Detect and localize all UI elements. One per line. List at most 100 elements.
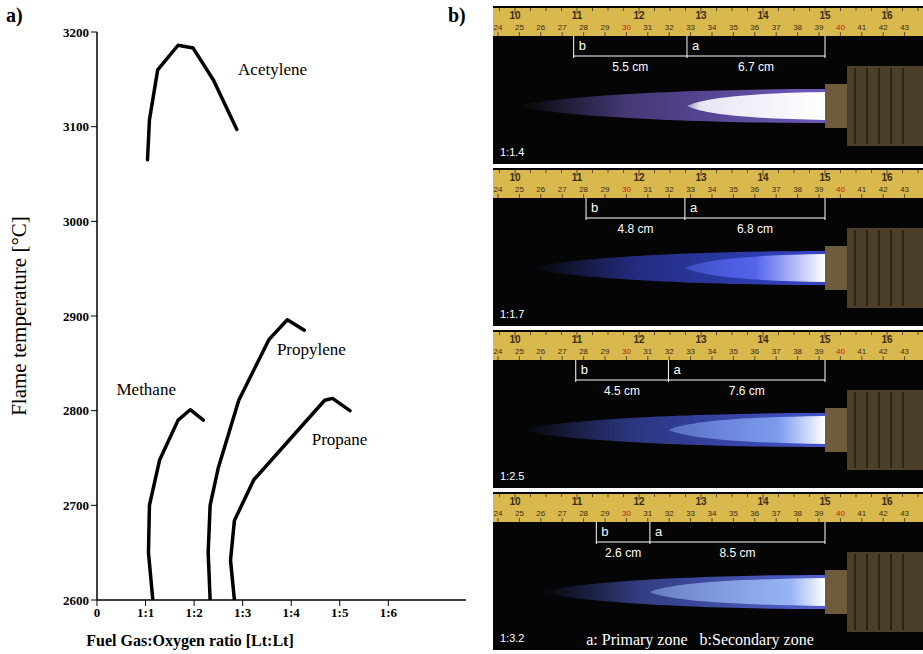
svg-text:41: 41 — [857, 185, 866, 194]
svg-text:37: 37 — [772, 509, 781, 518]
svg-text:35: 35 — [729, 185, 738, 194]
svg-text:25: 25 — [515, 509, 524, 518]
svg-text:6.7 cm: 6.7 cm — [738, 60, 774, 74]
svg-text:26: 26 — [536, 509, 545, 518]
svg-text:b: b — [581, 362, 588, 377]
svg-text:41: 41 — [857, 347, 866, 356]
svg-text:1:1.4: 1:1.4 — [500, 146, 524, 158]
svg-text:7.6 cm: 7.6 cm — [729, 384, 765, 398]
svg-text:Methane: Methane — [116, 380, 175, 399]
svg-text:36: 36 — [750, 185, 759, 194]
svg-text:36: 36 — [750, 23, 759, 32]
svg-text:33: 33 — [686, 23, 695, 32]
svg-text:1:1: 1:1 — [137, 605, 154, 620]
svg-text:32: 32 — [665, 347, 674, 356]
svg-text:35: 35 — [729, 347, 738, 356]
svg-text:12: 12 — [633, 496, 645, 507]
svg-text:42: 42 — [879, 23, 888, 32]
svg-text:34: 34 — [708, 509, 717, 518]
svg-text:14: 14 — [757, 10, 769, 21]
svg-text:41: 41 — [857, 509, 866, 518]
svg-text:b): b) — [448, 4, 466, 27]
svg-text:38: 38 — [793, 509, 802, 518]
svg-text:32: 32 — [665, 23, 674, 32]
svg-text:1:1.7: 1:1.7 — [500, 308, 524, 320]
svg-text:16: 16 — [881, 496, 893, 507]
svg-text:Propane: Propane — [312, 430, 368, 449]
svg-text:39: 39 — [815, 185, 824, 194]
svg-text:38: 38 — [793, 185, 802, 194]
svg-text:2600: 2600 — [63, 593, 89, 608]
svg-text:32: 32 — [665, 509, 674, 518]
svg-text:37: 37 — [772, 185, 781, 194]
svg-text:28: 28 — [579, 185, 588, 194]
svg-text:3200: 3200 — [63, 25, 89, 40]
svg-text:24: 24 — [494, 23, 503, 32]
svg-text:33: 33 — [686, 509, 695, 518]
svg-text:15: 15 — [819, 10, 831, 21]
svg-text:Flame temperature [°C]: Flame temperature [°C] — [7, 216, 31, 416]
svg-text:a: a — [692, 38, 700, 53]
svg-text:38: 38 — [793, 23, 802, 32]
svg-text:30: 30 — [622, 509, 631, 518]
svg-text:a): a) — [6, 4, 23, 27]
svg-text:1:3.2: 1:3.2 — [500, 632, 524, 644]
svg-text:38: 38 — [793, 347, 802, 356]
svg-text:14: 14 — [757, 496, 769, 507]
svg-text:42: 42 — [879, 509, 888, 518]
svg-text:43: 43 — [900, 509, 909, 518]
svg-text:41: 41 — [857, 23, 866, 32]
svg-text:4.8 cm: 4.8 cm — [617, 222, 653, 236]
svg-text:b: b — [601, 524, 608, 539]
svg-text:24: 24 — [494, 509, 503, 518]
svg-text:24: 24 — [494, 347, 503, 356]
svg-text:13: 13 — [695, 172, 707, 183]
svg-text:11: 11 — [572, 172, 583, 183]
svg-text:29: 29 — [601, 23, 610, 32]
svg-text:31: 31 — [643, 185, 652, 194]
svg-text:40: 40 — [836, 185, 845, 194]
svg-text:25: 25 — [515, 23, 524, 32]
svg-text:10: 10 — [509, 496, 521, 507]
svg-text:34: 34 — [708, 347, 717, 356]
svg-text:16: 16 — [881, 334, 893, 345]
svg-text:37: 37 — [772, 23, 781, 32]
svg-text:27: 27 — [558, 185, 567, 194]
svg-text:3100: 3100 — [63, 119, 89, 134]
svg-text:10: 10 — [509, 172, 521, 183]
svg-text:26: 26 — [536, 23, 545, 32]
svg-text:1:4: 1:4 — [283, 605, 301, 620]
svg-text:28: 28 — [579, 23, 588, 32]
svg-text:34: 34 — [708, 23, 717, 32]
svg-text:40: 40 — [836, 347, 845, 356]
svg-text:39: 39 — [815, 509, 824, 518]
svg-text:29: 29 — [601, 185, 610, 194]
svg-text:42: 42 — [879, 185, 888, 194]
svg-text:16: 16 — [881, 172, 893, 183]
svg-text:13: 13 — [695, 496, 707, 507]
svg-text:a: a — [673, 362, 681, 377]
svg-text:11: 11 — [572, 334, 583, 345]
svg-text:14: 14 — [757, 172, 769, 183]
svg-text:36: 36 — [750, 509, 759, 518]
svg-text:a: a — [655, 524, 663, 539]
svg-text:Propylene: Propylene — [277, 340, 346, 359]
svg-text:40: 40 — [836, 23, 845, 32]
svg-text:0: 0 — [94, 605, 101, 620]
svg-text:14: 14 — [757, 334, 769, 345]
svg-text:16: 16 — [881, 10, 893, 21]
svg-text:33: 33 — [686, 347, 695, 356]
svg-text:27: 27 — [558, 509, 567, 518]
svg-text:42: 42 — [879, 347, 888, 356]
svg-text:30: 30 — [622, 347, 631, 356]
svg-text:b: b — [591, 200, 598, 215]
svg-text:36: 36 — [750, 347, 759, 356]
svg-text:35: 35 — [729, 23, 738, 32]
svg-text:a: a — [690, 200, 698, 215]
svg-text:34: 34 — [708, 185, 717, 194]
svg-text:12: 12 — [633, 334, 645, 345]
svg-text:37: 37 — [772, 347, 781, 356]
svg-text:15: 15 — [819, 172, 831, 183]
svg-text:b: b — [579, 38, 586, 53]
svg-text:13: 13 — [695, 10, 707, 21]
